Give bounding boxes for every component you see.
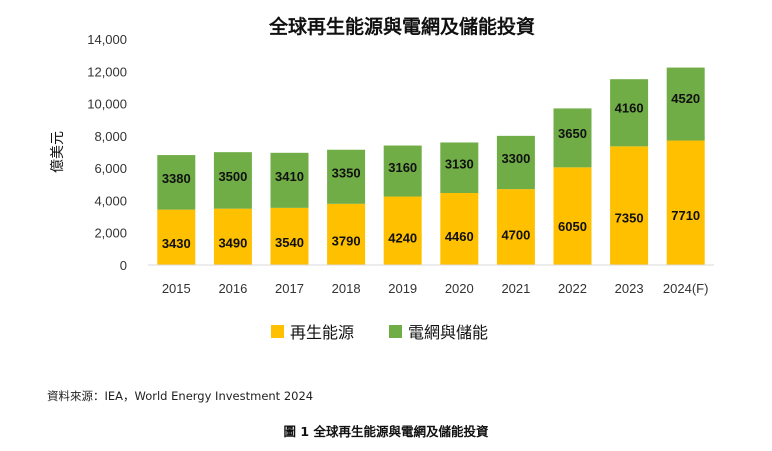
- legend-swatch: [389, 325, 402, 338]
- bar-renewable: [157, 209, 196, 265]
- y-axis-label: 億美元: [50, 131, 66, 173]
- data-label: 3430: [162, 236, 191, 251]
- chart: 全球再生能源與電網及儲能投資 億美元 0 2,000 4,000 6,000 8,000…: [50, 15, 714, 342]
- data-label: 4700: [501, 228, 530, 243]
- data-label: 4520: [671, 91, 700, 106]
- x-tick-label: 2022: [558, 281, 587, 296]
- bar-renewable: [553, 167, 592, 265]
- bar-renewable: [270, 207, 309, 265]
- bar-renewable: [610, 146, 649, 265]
- x-tick-label: 2017: [275, 281, 304, 296]
- x-tick-label: 2020: [445, 281, 474, 296]
- bar-renewable: [440, 193, 479, 265]
- data-label: 4160: [615, 100, 644, 115]
- data-label: 3380: [162, 171, 191, 186]
- data-label: 4460: [445, 229, 474, 244]
- data-label: 3500: [218, 169, 247, 184]
- y-tick-label: 10,000: [87, 97, 127, 112]
- source-note: 資料來源：IEA，World Energy Investment 2024: [47, 389, 314, 403]
- bar-renewable: [496, 189, 535, 265]
- bar-grid-storage: [553, 108, 592, 168]
- data-label: 3160: [388, 160, 417, 175]
- bar-grid-storage: [327, 149, 366, 204]
- x-tick-label: 2015: [162, 281, 191, 296]
- data-label: 3650: [558, 126, 587, 141]
- x-axis-ticks: 2015 2016 2017 2018 2019 2020 2021 2022 2023 2024…: [162, 281, 709, 296]
- y-tick-label: 4,000: [94, 193, 127, 208]
- bar-grid-storage: [383, 145, 422, 197]
- data-label: 3490: [218, 235, 247, 250]
- bar-grid-storage: [270, 152, 309, 208]
- chart-title: 全球再生能源與電網及儲能投資: [268, 15, 535, 38]
- data-label: 3410: [275, 169, 304, 184]
- legend-label: 電網與儲能: [408, 323, 488, 342]
- y-tick-label: 2,000: [94, 226, 127, 241]
- legend-swatch: [271, 325, 284, 338]
- bar-grid-storage: [666, 67, 705, 141]
- bars: 3430 3380 3490 3500 3540 3410 3790 3350 4240 3160…: [148, 67, 714, 266]
- bar-grid-storage: [157, 155, 196, 210]
- x-tick-label: 2019: [388, 281, 417, 296]
- y-tick-label: 8,000: [94, 129, 127, 144]
- legend: 再生能源 電網與儲能: [271, 323, 488, 342]
- y-tick-label: 14,000: [87, 32, 127, 47]
- figure-caption: 圖 1 全球再生能源與電網及儲能投資: [283, 424, 489, 439]
- x-tick-label: 2021: [501, 281, 530, 296]
- y-tick-label: 0: [120, 258, 127, 273]
- x-tick-label: 2018: [332, 281, 361, 296]
- y-tick-label: 12,000: [87, 64, 127, 79]
- x-tick-label: 2023: [615, 281, 644, 296]
- bar-renewable: [383, 196, 422, 265]
- y-tick-label: 6,000: [94, 161, 127, 176]
- data-label: 7710: [671, 208, 700, 223]
- data-label: 3790: [332, 234, 361, 249]
- data-label: 7350: [615, 211, 644, 226]
- data-label: 3350: [332, 165, 361, 180]
- legend-label: 再生能源: [290, 323, 354, 342]
- bar-grid-storage: [496, 135, 535, 190]
- bar-renewable: [666, 140, 705, 265]
- data-label: 3540: [275, 235, 304, 250]
- bar-grid-storage: [213, 152, 252, 209]
- bar-grid-storage: [440, 142, 479, 194]
- data-label: 3130: [445, 157, 474, 172]
- y-axis-ticks: 0 2,000 4,000 6,000 8,000 10,000 12,000 14,000: [87, 32, 127, 273]
- bar-renewable: [327, 203, 366, 265]
- bar-renewable: [213, 208, 252, 265]
- data-label: 3300: [501, 151, 530, 166]
- bar-grid-storage: [610, 79, 649, 147]
- data-label: 6050: [558, 219, 587, 234]
- x-tick-label: 2024(F): [663, 281, 709, 296]
- x-tick-label: 2016: [218, 281, 247, 296]
- data-label: 4240: [388, 231, 417, 246]
